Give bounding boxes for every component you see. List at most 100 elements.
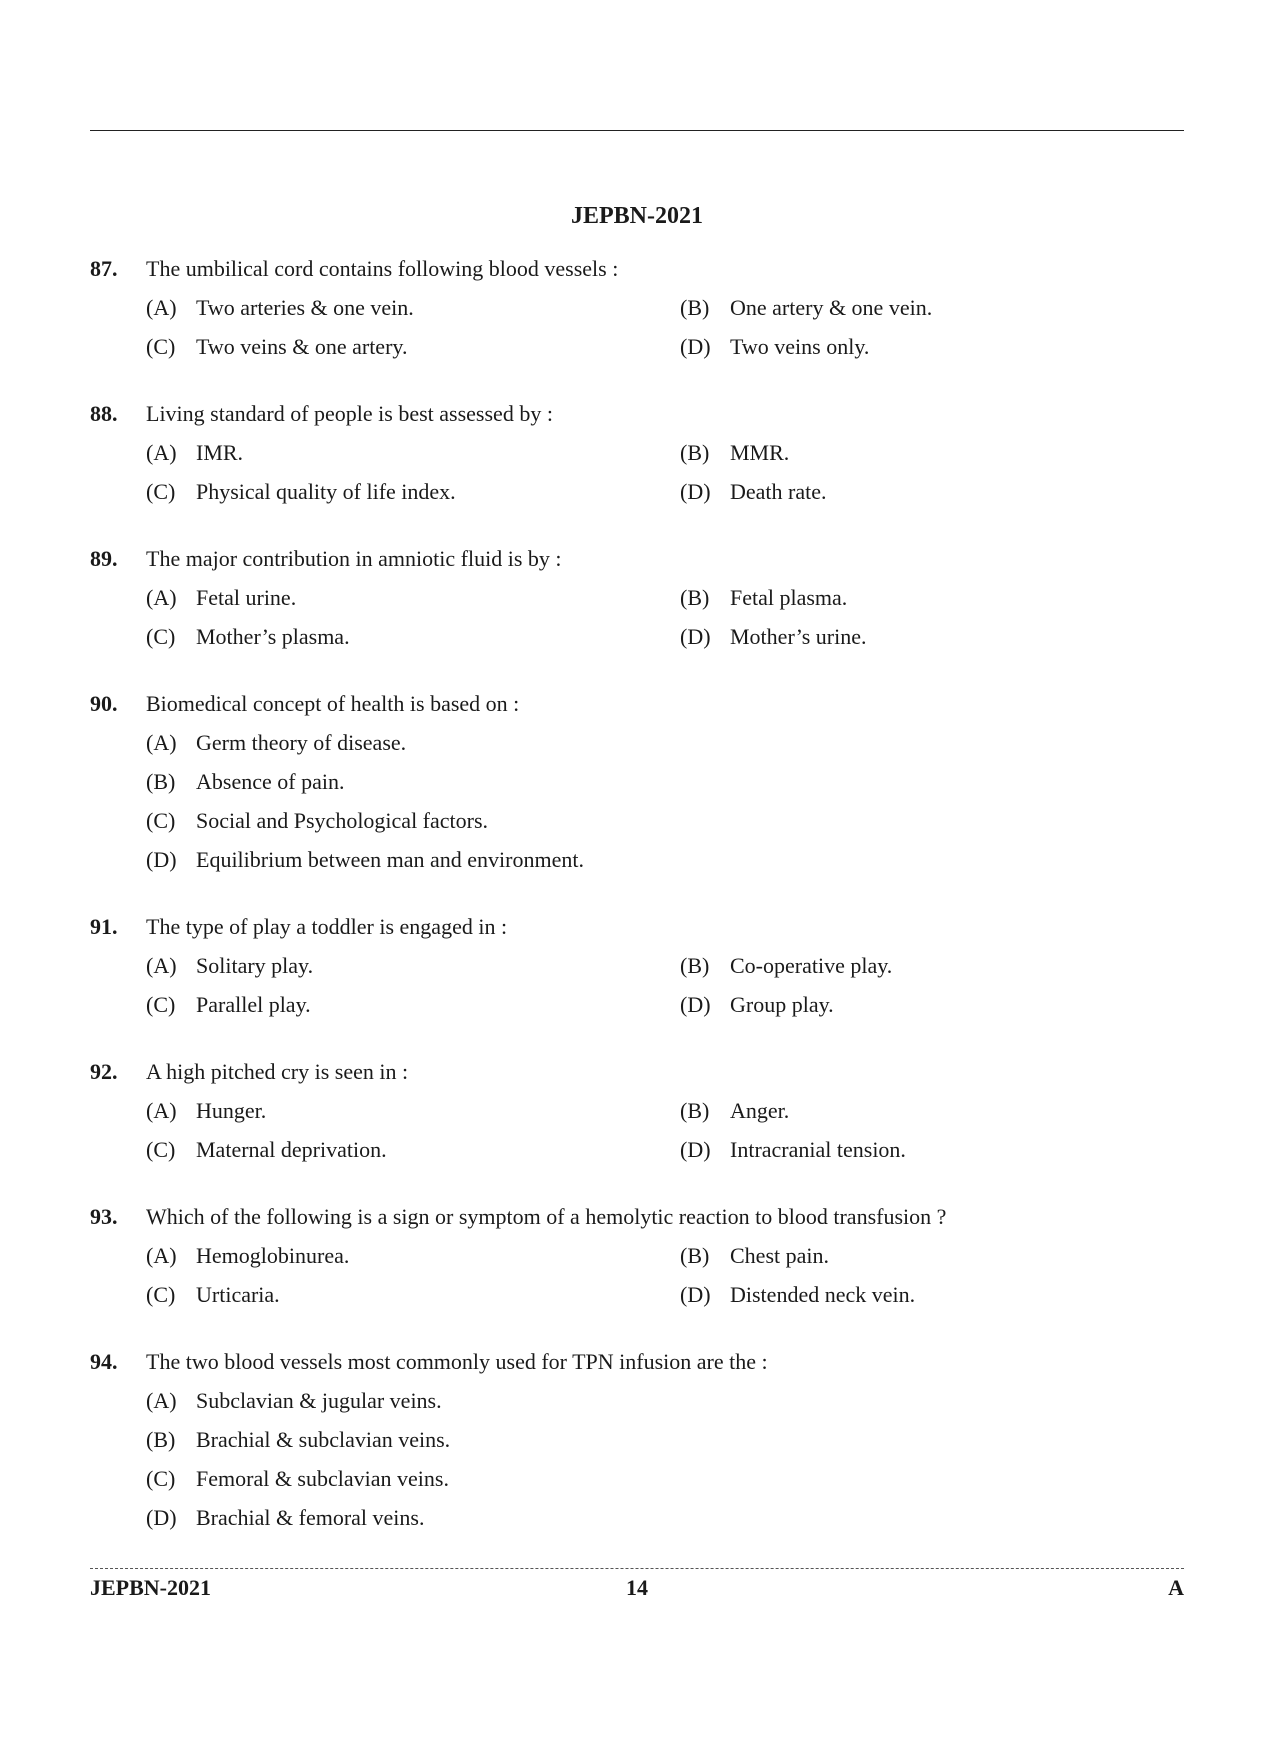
- option-label: (B): [680, 1239, 730, 1272]
- options: (A)IMR. (B)MMR. (C)Physical quality of lif…: [90, 436, 1184, 508]
- option-label: (C): [146, 620, 196, 653]
- option-text: Mother’s plasma.: [196, 620, 650, 653]
- question-number: 94.: [90, 1345, 146, 1378]
- question: 89.The major contribution in amniotic fl…: [90, 542, 1184, 653]
- option: (C)Physical quality of life index.: [146, 475, 650, 508]
- option: (C)Parallel play.: [146, 988, 650, 1021]
- option: (D)Mother’s urine.: [680, 620, 1184, 653]
- option-text: Group play.: [730, 988, 1184, 1021]
- footer-left: JEPBN-2021: [90, 1575, 211, 1601]
- question-number: 93.: [90, 1200, 146, 1233]
- question-number: 87.: [90, 252, 146, 285]
- option: (A)Two arteries & one vein.: [146, 291, 650, 324]
- option-text: Co-operative play.: [730, 949, 1184, 982]
- option-label: (B): [146, 765, 196, 798]
- option: (D)Distended neck vein.: [680, 1278, 1184, 1311]
- option: (D)Two veins only.: [680, 330, 1184, 363]
- option-label: (D): [680, 330, 730, 363]
- option-label: (A): [146, 581, 196, 614]
- option-text: Anger.: [730, 1094, 1184, 1127]
- option-label: (D): [146, 843, 196, 876]
- question: 91.The type of play a toddler is engaged…: [90, 910, 1184, 1021]
- option-text: Intracranial tension.: [730, 1133, 1184, 1166]
- option-text: Social and Psychological factors.: [196, 804, 1184, 837]
- exam-page: JEPBN-2021 87.The umbilical cord contain…: [90, 130, 1184, 1664]
- option-text: Mother’s urine.: [730, 620, 1184, 653]
- option-text: IMR.: [196, 436, 650, 469]
- option-label: (D): [680, 475, 730, 508]
- option-text: Two veins & one artery.: [196, 330, 650, 363]
- footer-right: A: [1168, 1575, 1184, 1601]
- option-label: (B): [146, 1423, 196, 1456]
- option-text: Physical quality of life index.: [196, 475, 650, 508]
- option-text: Fetal plasma.: [730, 581, 1184, 614]
- option: (B)Brachial & subclavian veins.: [146, 1423, 1184, 1456]
- option: (A)Solitary play.: [146, 949, 650, 982]
- option-label: (A): [146, 436, 196, 469]
- question-number: 92.: [90, 1055, 146, 1088]
- option: (D)Brachial & femoral veins.: [146, 1501, 1184, 1534]
- question-text: The two blood vessels most commonly used…: [146, 1345, 1184, 1378]
- question-number: 88.: [90, 397, 146, 430]
- option: (C)Femoral & subclavian veins.: [146, 1462, 1184, 1495]
- option-label: (A): [146, 291, 196, 324]
- footer-page-number: 14: [626, 1575, 648, 1601]
- option-label: (B): [680, 436, 730, 469]
- question-text: The type of play a toddler is engaged in…: [146, 910, 1184, 943]
- options: (A)Two arteries & one vein.(B)One artery…: [90, 291, 1184, 363]
- top-rule: [90, 130, 1184, 131]
- option-label: (A): [146, 1094, 196, 1127]
- footer-rule: [90, 1568, 1184, 1569]
- option: (D)Group play.: [680, 988, 1184, 1021]
- option-label: (C): [146, 330, 196, 363]
- option: (B)Chest pain.: [680, 1239, 1184, 1272]
- option: (B)Fetal plasma.: [680, 581, 1184, 614]
- question: 94.The two blood vessels most commonly u…: [90, 1345, 1184, 1534]
- question-text: The major contribution in amniotic fluid…: [146, 542, 1184, 575]
- option-text: Hemoglobinurea.: [196, 1239, 650, 1272]
- question-row: 92.A high pitched cry is seen in :: [90, 1055, 1184, 1088]
- option-text: Distended neck vein.: [730, 1278, 1184, 1311]
- question-text: Biomedical concept of health is based on…: [146, 687, 1184, 720]
- questions-container: 87.The umbilical cord contains following…: [90, 252, 1184, 1534]
- option: (D)Death rate.: [680, 475, 1184, 508]
- option: (A)Subclavian & jugular veins.: [146, 1384, 1184, 1417]
- option-label: (A): [146, 1384, 196, 1417]
- option-text: MMR.: [730, 436, 1184, 469]
- option-label: (B): [680, 1094, 730, 1127]
- option-label: (C): [146, 988, 196, 1021]
- options: (A)Hemoglobinurea. (B)Chest pain. (C)Urtic…: [90, 1239, 1184, 1311]
- option-text: Solitary play.: [196, 949, 650, 982]
- option-text: Chest pain.: [730, 1239, 1184, 1272]
- question-text: The umbilical cord contains following bl…: [146, 252, 1184, 285]
- question-row: 89.The major contribution in amniotic fl…: [90, 542, 1184, 575]
- option-text: Absence of pain.: [196, 765, 1184, 798]
- option: (B)Co-operative play.: [680, 949, 1184, 982]
- option: (A)IMR.: [146, 436, 650, 469]
- option: (A)Germ theory of disease.: [146, 726, 1184, 759]
- option-text: Death rate.: [730, 475, 1184, 508]
- question-row: 93.Which of the following is a sign or s…: [90, 1200, 1184, 1233]
- option-label: (D): [680, 1278, 730, 1311]
- option: (C)Mother’s plasma.: [146, 620, 650, 653]
- option: (C)Social and Psychological factors.: [146, 804, 1184, 837]
- option-label: (B): [680, 291, 730, 324]
- option-label: (C): [146, 1462, 196, 1495]
- option-label: (D): [680, 988, 730, 1021]
- option-text: Brachial & femoral veins.: [196, 1501, 1184, 1534]
- option-label: (D): [146, 1501, 196, 1534]
- option: (D)Intracranial tension.: [680, 1133, 1184, 1166]
- option: (A)Hunger.: [146, 1094, 650, 1127]
- option-text: Maternal deprivation.: [196, 1133, 650, 1166]
- option: (A)Hemoglobinurea.: [146, 1239, 650, 1272]
- question-row: 91.The type of play a toddler is engaged…: [90, 910, 1184, 943]
- question-row: 94.The two blood vessels most commonly u…: [90, 1345, 1184, 1378]
- option-text: Equilibrium between man and environment.: [196, 843, 1184, 876]
- option-label: (C): [146, 804, 196, 837]
- question-number: 91.: [90, 910, 146, 943]
- question-row: 87.The umbilical cord contains following…: [90, 252, 1184, 285]
- page-footer: JEPBN-2021 14 A: [90, 1575, 1184, 1601]
- option: (C)Urticaria.: [146, 1278, 650, 1311]
- option-text: Two veins only.: [730, 330, 1184, 363]
- option: (C)Two veins & one artery.: [146, 330, 650, 363]
